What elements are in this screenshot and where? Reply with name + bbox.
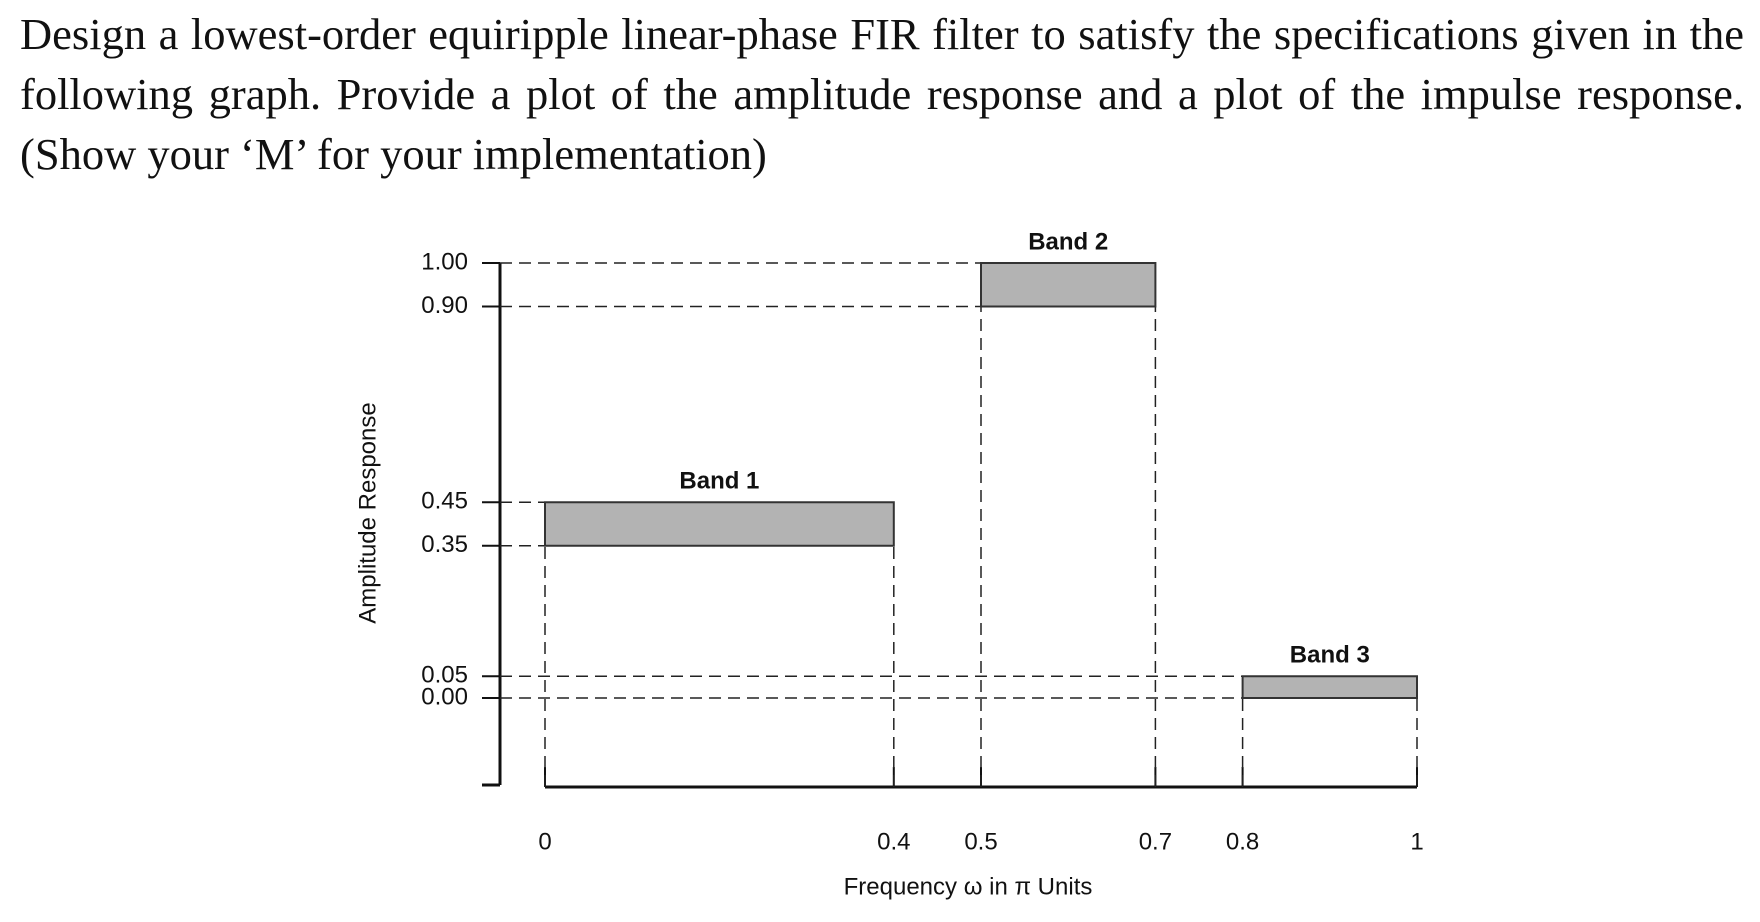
y-tick-label: 1.00 [421, 248, 468, 275]
y-tick-label: 0.90 [421, 292, 468, 319]
band [1241, 675, 1418, 699]
x-tick-label: 0.4 [877, 828, 910, 855]
y-tick-label: 0.05 [421, 662, 468, 689]
band [980, 262, 1157, 308]
y-axis-label: Amplitude Response [354, 402, 381, 623]
band-label: Band 1 [679, 468, 759, 495]
x-tick-label: 0 [538, 828, 551, 855]
band [544, 501, 895, 547]
band-label: Band 2 [1028, 228, 1108, 255]
x-tick-label: 0.5 [964, 828, 997, 855]
band-label: Band 3 [1290, 642, 1370, 669]
x-tick-label: 0.7 [1139, 828, 1172, 855]
y-tick-label: 0.00 [421, 683, 468, 710]
x-tick-label: 1 [1410, 828, 1423, 855]
x-axis-label: Frequency ω in π Units [844, 873, 1093, 900]
y-tick-label: 0.35 [421, 531, 468, 558]
y-tick-label: 0.45 [421, 488, 468, 515]
question-text: Design a lowest-order equiripple linear-… [20, 9, 1744, 179]
x-tick-label: 0.8 [1226, 828, 1259, 855]
